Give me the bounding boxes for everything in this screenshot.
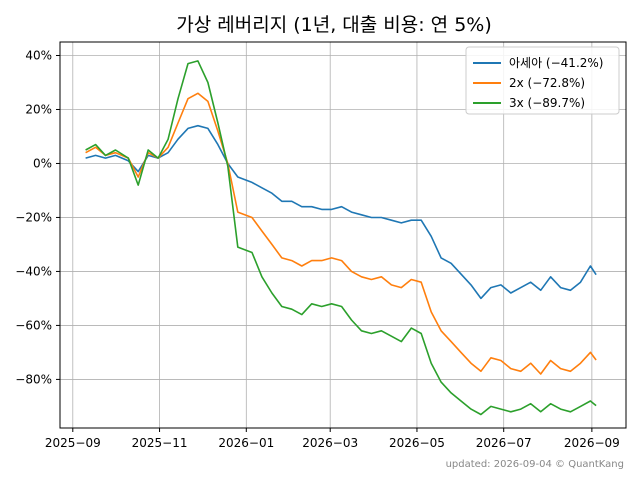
- x-tick-label: 2026−01: [218, 436, 274, 450]
- x-axis: 2025−09 2025−11 2026−01 2026−03 2026−05 2026−…: [45, 428, 620, 450]
- x-tick-label: 2025−11: [132, 436, 188, 450]
- x-tick-label: 2026−07: [476, 436, 532, 450]
- x-tick-label: 2026−09: [564, 436, 620, 450]
- y-axis: 40% 20% 0% −20% −40% −60% −80%: [15, 48, 60, 386]
- legend-box: [465, 46, 620, 115]
- legend-label-2: 2x (−72.8%): [509, 76, 585, 90]
- y-tick-label: 0%: [33, 156, 52, 170]
- x-tick-label: 2026−05: [389, 436, 445, 450]
- series-layer: [85, 60, 597, 416]
- footer-note: updated: 2026-09-04 © QuantKang: [446, 459, 624, 470]
- series-line-1: [85, 124, 597, 300]
- legend: 아세아 (−41.2%) 2x (−72.8%) 3x (−89.7%): [465, 46, 620, 115]
- y-tick-label: −80%: [15, 372, 52, 386]
- y-tick-label: 40%: [25, 48, 52, 62]
- chart-title: 가상 레버리지 (1년, 대출 비용: 연 5%): [176, 14, 492, 36]
- y-tick-label: 20%: [25, 102, 52, 116]
- plot-area-frame: [59, 41, 627, 429]
- x-tick-label: 2025−09: [45, 436, 101, 450]
- series-line-3: [85, 60, 597, 416]
- y-tick-label: −20%: [15, 210, 52, 224]
- y-tick-label: −60%: [15, 318, 52, 332]
- series-line-2: [85, 92, 597, 375]
- legend-label-1: 아세아 (−41.2%): [509, 56, 603, 70]
- legend-label-3: 3x (−89.7%): [509, 96, 585, 110]
- y-tick-label: −40%: [15, 264, 52, 278]
- x-tick-label: 2026−03: [302, 436, 358, 450]
